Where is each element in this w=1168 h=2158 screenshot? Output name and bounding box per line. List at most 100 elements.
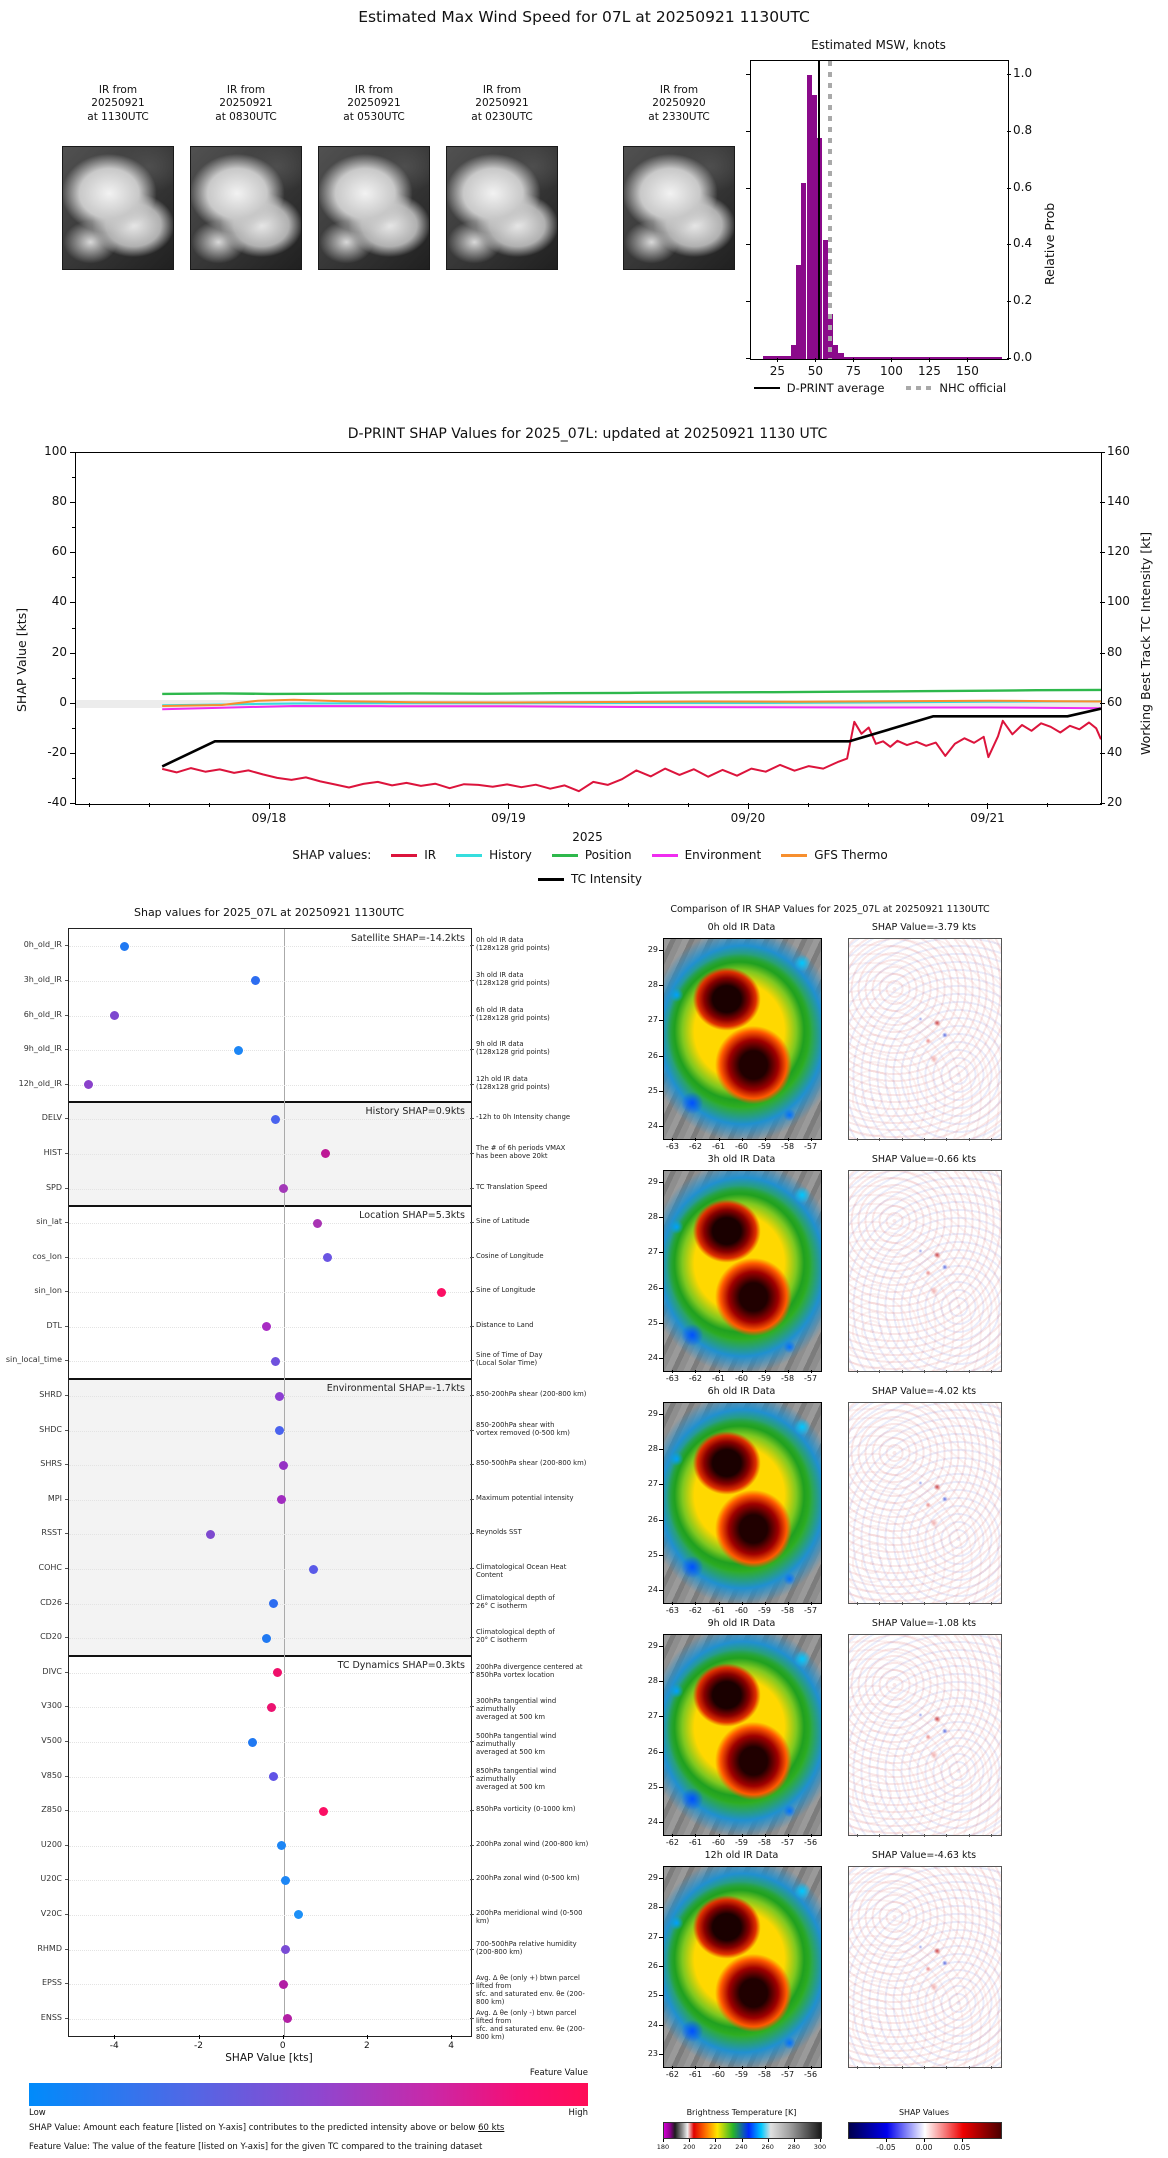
feature-label: U20C [40,1874,62,1884]
lat-tick-label: 24 [647,1817,658,1826]
lat-tick-label: 24 [647,2019,658,2029]
feature-desc: 700-500hPa relative humidity (200-800 km… [476,1939,577,1956]
zero-line [283,929,285,2036]
feature-desc-tick [470,1706,474,1708]
row-gridline [69,1569,471,1570]
section-header: Location SHAP=5.3kts [359,1209,465,1221]
section-header: History SHAP=0.9kts [365,1106,465,1117]
bt-colorbar-label: Brightness Temperature [K] [686,2108,797,2117]
feature-desc-tick [470,1498,474,1500]
feature-desc-tick [470,1187,474,1189]
shap-dotplot: Satellite SHAP=-14.2kts History SHAP=0.9k… [68,928,472,2037]
feature-label: 6h_old_IR [23,1009,62,1019]
lon-tick [695,1138,697,1141]
lon-tick-label: -57 [781,2070,795,2079]
feature-label: 3h_old_IR [23,974,62,984]
lon-tick [787,1602,789,1605]
dot-x-tick-label: 2 [364,2041,370,2051]
hist-y-tick [1007,130,1011,132]
main-y-tick [1100,502,1105,504]
feature-row-tick [65,1222,68,1223]
lat-tick-label: 25 [647,1549,658,1559]
bt-cb-tick [663,2139,664,2142]
shap-colorbar-label: SHAP Values [898,2108,950,2117]
shap-cb-tick [924,2139,925,2142]
feature-desc: 300hPa tangential wind azimuthally avera… [476,1697,557,1722]
footnote1-text: SHAP Value: Amount each feature [listed … [29,2123,479,2133]
lat-tick [659,1217,663,1219]
main-x-tick [987,803,989,809]
shap-map-title: SHAP Value=-4.63 kts [871,1850,977,1861]
hist-y-tick [1007,301,1011,303]
feature-row-tick [65,1810,68,1812]
ir-satellite-thumbnail [623,146,735,270]
feature-row-tick [65,1325,68,1327]
feature-dot-rsst [205,1529,215,1539]
feature-dot-v300 [266,1702,276,1712]
main-y-minortick [72,527,75,529]
shap-panel-tick [879,1834,881,1837]
main-y-minortick [72,577,75,579]
feature-label: SHRS [40,1459,62,1469]
shap-panel-tick [968,1834,970,1837]
lat-tick [659,1936,663,1938]
shap-panel-tick [924,2066,925,2069]
feature-dot-sin_lat [312,1218,322,1228]
ir-data-panel [663,938,822,1140]
lon-tick [741,1602,743,1605]
feature-desc: 850hPa vorticity (0-1000 km) [476,1805,576,1814]
feature-dot-epss [279,1979,289,1989]
histogram-legend: D-PRINT average NHC official [660,381,1100,395]
dot-x-tick [114,2035,116,2039]
section-divider [69,1204,471,1207]
shap-map-panel [848,1170,1002,1372]
shap-timeseries-plot [75,452,1102,805]
lat-tick [659,1322,663,1324]
main-y-tick-label-left: -40 [47,795,67,809]
feature-desc: Reynolds SST [476,1528,522,1537]
legend-swatch-tc-intensity [537,877,564,881]
page-title: Estimated Max Wind Speed for 07L at 2025… [358,8,810,26]
feature-dot-cd26 [268,1599,278,1609]
feature-label: sin_lon [34,1286,62,1296]
feature-dot-v500 [247,1737,257,1747]
feature-dot-3h_old_ir [251,976,261,986]
lon-tick [764,1602,766,1605]
section-header: Satellite SHAP=-14.2kts [350,933,465,944]
feature-desc-tick [470,1395,474,1396]
lon-tick [718,1834,720,1837]
ir-data-title: 6h old IR Data [707,1386,776,1397]
feature-desc-tick [470,1222,474,1223]
bt-cb-tick [741,2139,743,2142]
feature-dot-cd20 [262,1633,272,1643]
feature-desc: 850-500hPa shear (200-800 km) [476,1459,587,1468]
lat-tick [659,1090,663,1092]
lon-tick [741,1834,743,1837]
lon-tick-label: -58 [781,1142,795,1151]
legend-label: GFS Thermo [814,848,888,862]
lat-tick [659,2024,663,2026]
footnote-feature-value: Feature Value: The value of the feature … [29,2142,483,2152]
timeseries-legend-row1: SHAP values: IR History Position Environment… [120,848,1060,862]
histogram-title: Estimated MSW, knots [811,38,946,52]
main-y-tick-label-right: 160 [1107,444,1130,458]
row-gridline [69,1811,471,1813]
lat-tick-label: 27 [647,1711,658,1721]
hist-y-tick-label: 0.6 [1013,179,1033,194]
feature-desc: TC Translation Speed [476,1182,548,1191]
feature-label: Z850 [41,1805,62,1815]
lon-tick-label: -62 [688,1142,702,1151]
lon-tick-label: -57 [804,1606,818,1615]
ir-data-title: 9h old IR Data [707,1618,776,1629]
hist-y-tick [1007,244,1011,246]
feature-desc-tick [470,1083,474,1085]
bt-cb-tick-label: 220 [709,2143,722,2151]
feature-row-tick [65,1083,68,1085]
lon-tick-label: -56 [804,2070,818,2079]
lat-tick [659,1519,663,1521]
row-gridline [69,1534,471,1536]
feature-row-tick [65,1706,68,1708]
feature-dot-shrs [279,1460,289,1470]
main-y-minortick [72,777,75,779]
